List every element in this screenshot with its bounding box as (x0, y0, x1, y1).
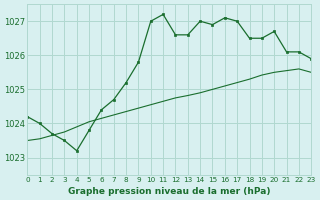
X-axis label: Graphe pression niveau de la mer (hPa): Graphe pression niveau de la mer (hPa) (68, 187, 270, 196)
